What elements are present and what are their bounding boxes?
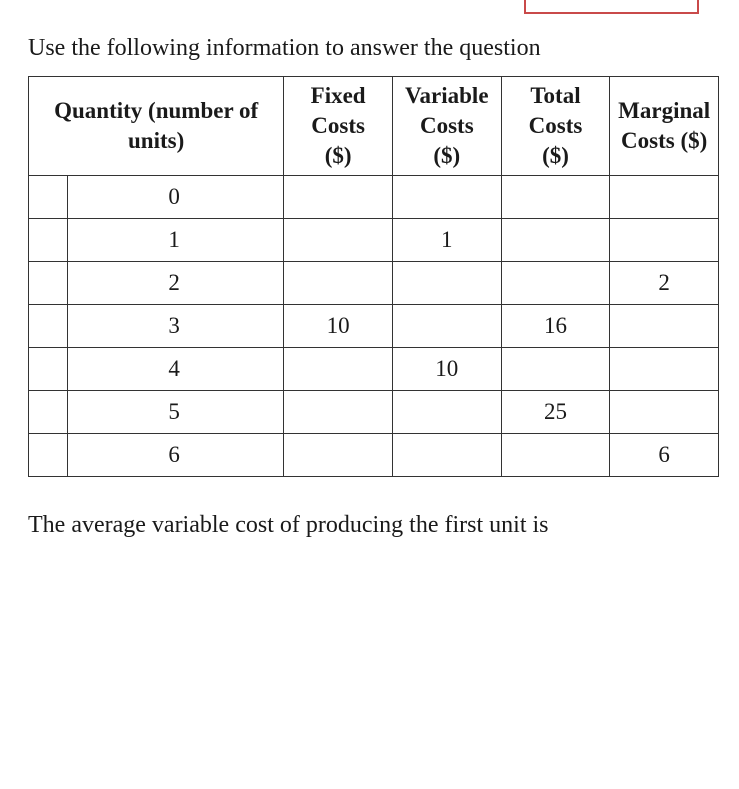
cell-total: 16 (501, 304, 610, 347)
cost-table: Quantity (number of units) Fixed Costs (… (28, 76, 719, 477)
table-row: 4 10 (29, 347, 719, 390)
cell-marginal (610, 218, 719, 261)
cell-total (501, 175, 610, 218)
cell-fixed (284, 218, 393, 261)
header-text: ($) (325, 143, 352, 168)
col-header-quantity: Quantity (number of units) (29, 77, 284, 176)
cell-marginal (610, 304, 719, 347)
cell-variable (392, 433, 501, 476)
header-text: ($) (433, 143, 460, 168)
cell-marginal (610, 175, 719, 218)
red-outline-box (524, 0, 699, 14)
header-text: Quantity (number of (54, 98, 258, 123)
cell-total (501, 347, 610, 390)
cell-variable (392, 304, 501, 347)
cell-marginal (610, 390, 719, 433)
cell-fixed (284, 261, 393, 304)
header-text: Costs (529, 113, 583, 138)
cell-total: 25 (501, 390, 610, 433)
header-text: Costs (311, 113, 365, 138)
table-row: 6 6 (29, 433, 719, 476)
cell-fixed: 10 (284, 304, 393, 347)
header-text: ($) (542, 143, 569, 168)
cell-marginal (610, 347, 719, 390)
header-text: Costs (420, 113, 474, 138)
cell-total (501, 261, 610, 304)
question-text: The average variable cost of producing t… (28, 507, 719, 543)
cell-marginal: 2 (610, 261, 719, 304)
cell-quantity: 5 (29, 390, 284, 433)
table-row: 3 10 16 (29, 304, 719, 347)
cell-variable (392, 175, 501, 218)
col-header-marginal: Marginal Costs ($) (610, 77, 719, 176)
header-text: Marginal (618, 98, 710, 123)
table-row: 1 1 (29, 218, 719, 261)
cell-variable: 1 (392, 218, 501, 261)
header-text: Fixed (311, 83, 366, 108)
cell-fixed (284, 390, 393, 433)
header-text: Total (530, 83, 580, 108)
cell-fixed (284, 347, 393, 390)
cell-quantity: 1 (29, 218, 284, 261)
cell-variable (392, 390, 501, 433)
table-row: 0 (29, 175, 719, 218)
cell-quantity: 6 (29, 433, 284, 476)
header-text: Variable (405, 83, 489, 108)
cell-total (501, 218, 610, 261)
cell-fixed (284, 433, 393, 476)
cell-variable: 10 (392, 347, 501, 390)
col-header-fixed: Fixed Costs ($) (284, 77, 393, 176)
header-text: units) (128, 128, 184, 153)
cell-fixed (284, 175, 393, 218)
cell-quantity: 3 (29, 304, 284, 347)
cell-quantity: 2 (29, 261, 284, 304)
intro-text: Use the following information to answer … (28, 30, 719, 66)
col-header-total: Total Costs ($) (501, 77, 610, 176)
cell-quantity: 0 (29, 175, 284, 218)
header-text: Costs ($) (621, 128, 707, 153)
cell-marginal: 6 (610, 433, 719, 476)
table-row: 2 2 (29, 261, 719, 304)
cell-variable (392, 261, 501, 304)
cell-quantity: 4 (29, 347, 284, 390)
cell-total (501, 433, 610, 476)
col-header-variable: Variable Costs ($) (392, 77, 501, 176)
table-row: 5 25 (29, 390, 719, 433)
